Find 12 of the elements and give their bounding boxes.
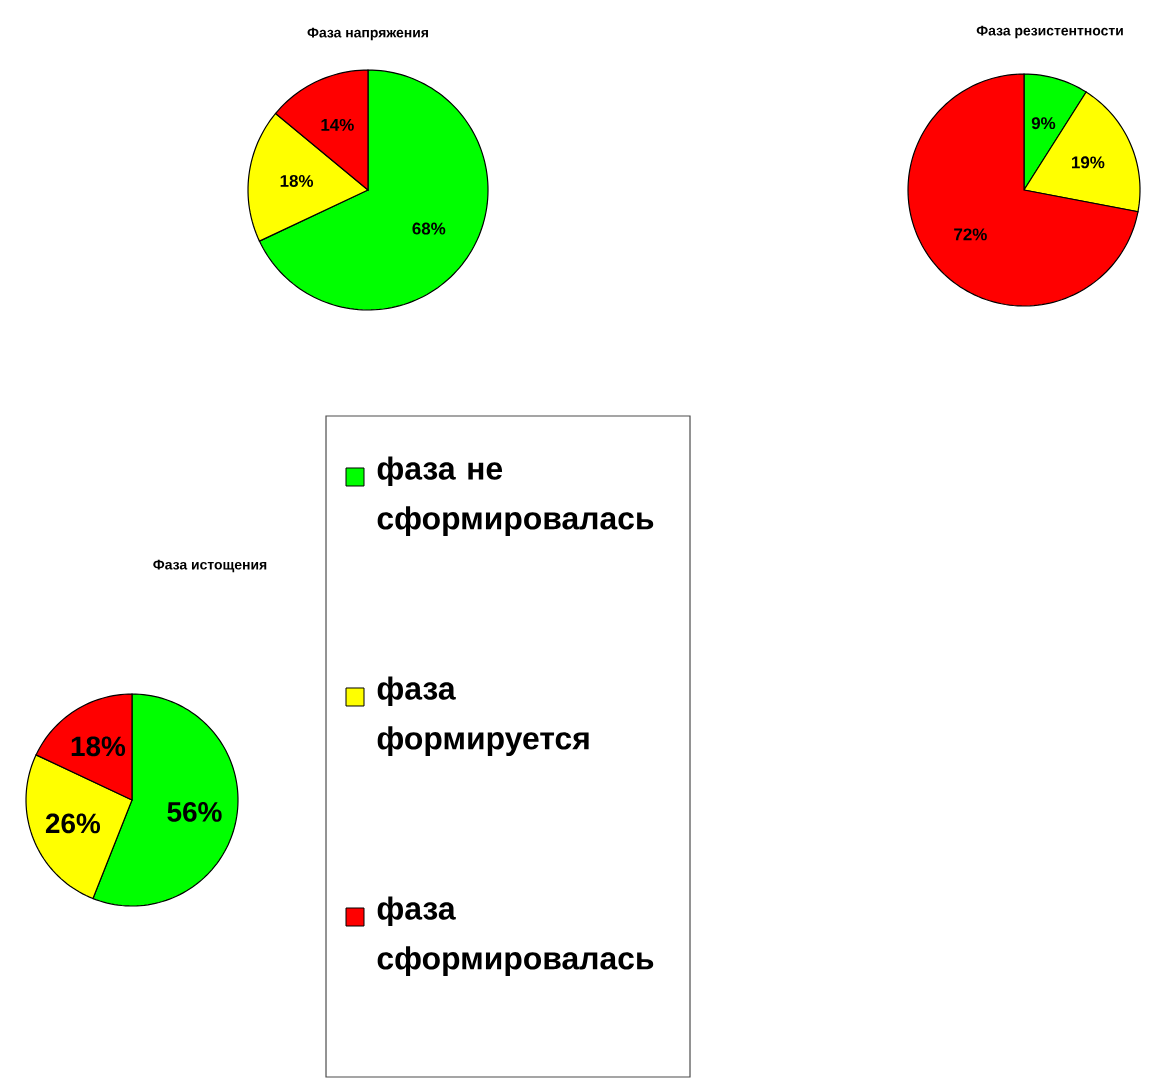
- legend-label: фаза формируется: [377, 676, 589, 756]
- legend-label: фаза не сформировалась: [377, 456, 654, 536]
- data-label: 18%: [280, 174, 314, 187]
- data-label: 14%: [321, 118, 354, 131]
- legend-label: фаза сформировалась: [377, 896, 654, 976]
- data-label: 26%: [45, 813, 101, 834]
- data-label: 9%: [1031, 117, 1056, 130]
- data-label: 19%: [1072, 156, 1105, 169]
- data-label: 68%: [412, 222, 446, 235]
- data-label: 72%: [954, 228, 987, 241]
- data-label: 18%: [71, 736, 126, 757]
- data-label: 56%: [167, 802, 222, 822]
